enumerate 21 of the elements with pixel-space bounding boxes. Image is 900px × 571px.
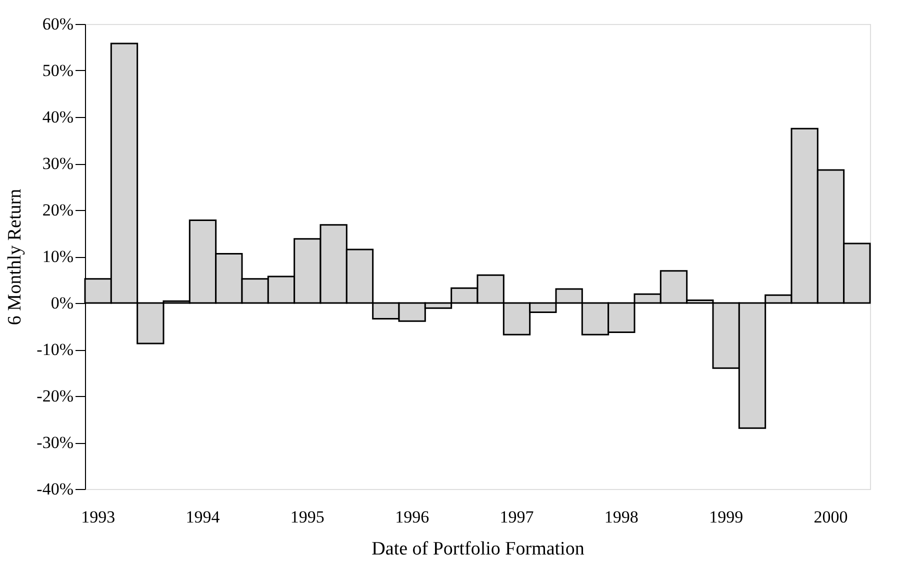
y-axis-title: 6 Monthly Return: [4, 188, 26, 326]
x-tick-label: 1995: [290, 508, 324, 526]
y-tick-label: -30%: [36, 433, 74, 452]
y-tick-label: 20%: [42, 200, 74, 220]
x-tick-label: 1998: [604, 508, 638, 526]
y-tick-label: 30%: [42, 154, 74, 173]
y-tick-label: -20%: [36, 386, 74, 406]
y-tick-label: -10%: [36, 340, 74, 359]
y-tick-label: 10%: [42, 247, 74, 266]
y-tick-label: 50%: [42, 61, 74, 80]
x-tick-label: 1996: [395, 508, 430, 526]
y-tick-label: 40%: [42, 108, 74, 126]
x-axis-title: Date of Portfolio Formation: [372, 538, 585, 560]
y-tick-label: -40%: [36, 480, 74, 498]
y-tick-label: 0%: [50, 294, 74, 312]
y-tick-label: 60%: [42, 14, 74, 34]
x-tick-label: 1997: [500, 508, 534, 526]
x-tick-label: 1999: [709, 508, 744, 526]
x-tick-label: 1993: [81, 508, 116, 526]
x-tick-label: 1994: [186, 508, 220, 526]
x-tick-label: 2000: [814, 508, 848, 526]
